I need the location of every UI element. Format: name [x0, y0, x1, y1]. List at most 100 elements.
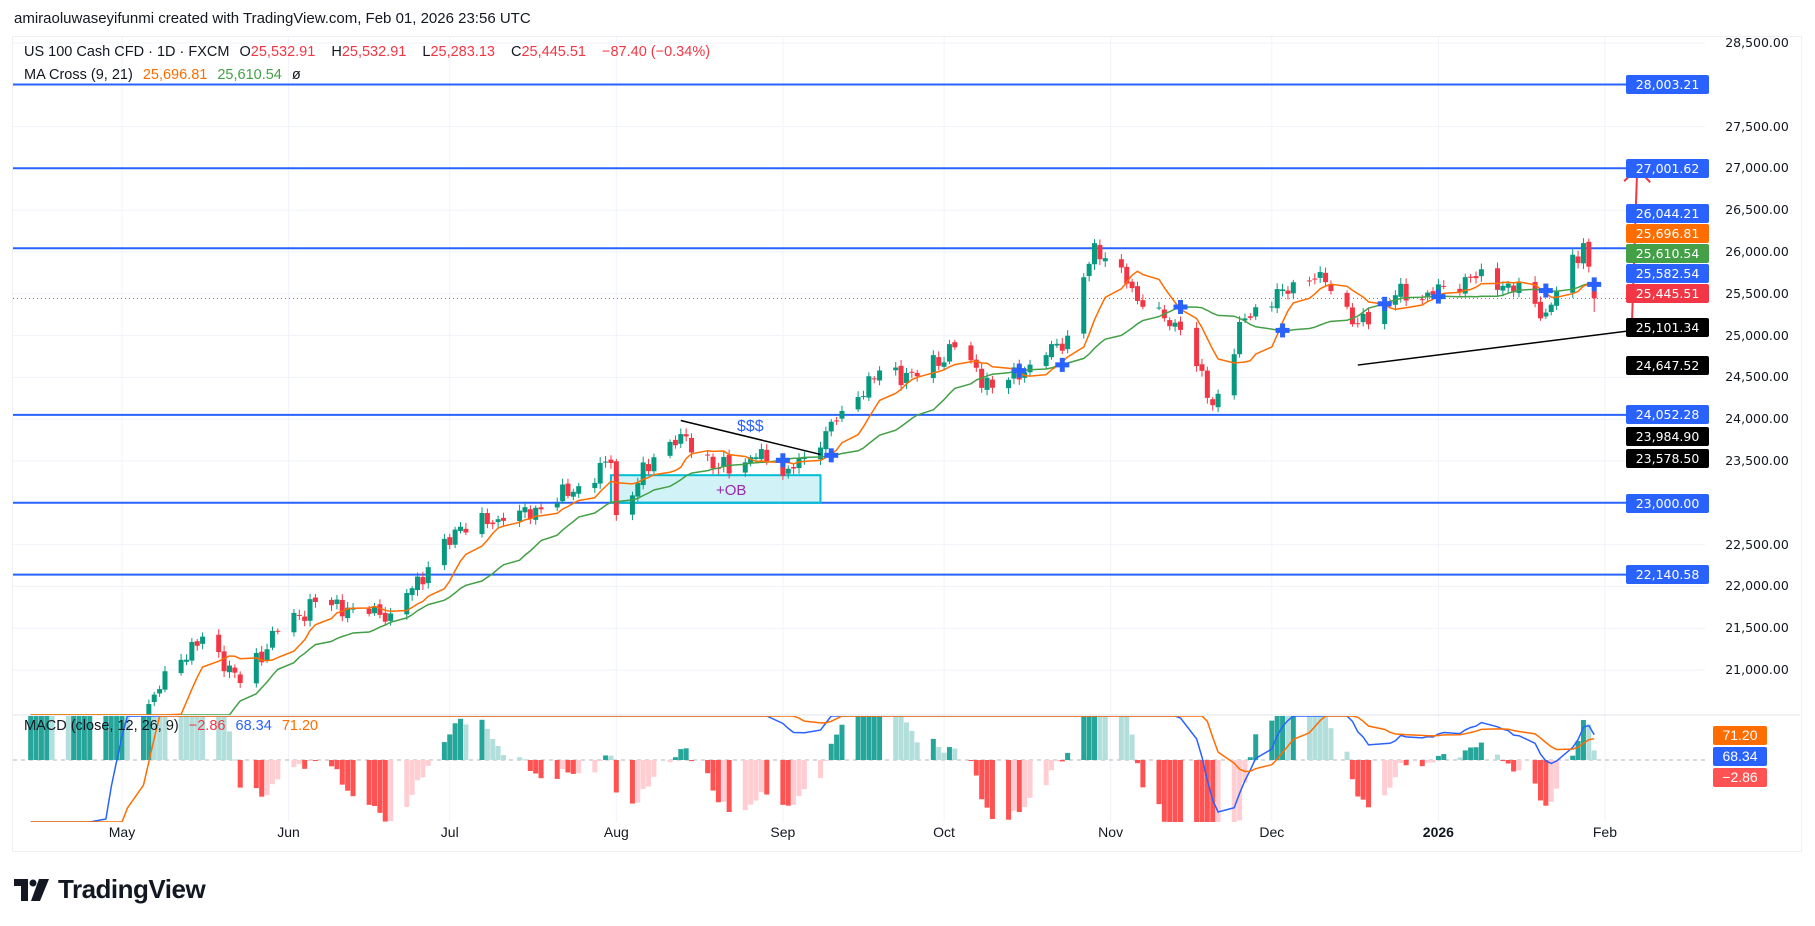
time-axis-label: Nov: [1098, 824, 1124, 840]
candle-body: [1473, 276, 1479, 279]
price-label: 25,101.34: [1626, 317, 1709, 337]
candle: [941, 356, 947, 371]
macd-histogram-bar: [146, 716, 152, 760]
macd-histogram-bar: [973, 760, 979, 776]
macd-histogram-bar: [1118, 716, 1124, 760]
candle: [1403, 278, 1409, 306]
candle: [930, 350, 936, 383]
macd-histogram-bar: [635, 760, 641, 803]
candle-body: [1323, 272, 1329, 283]
candle-body: [1382, 301, 1388, 324]
candle: [1344, 290, 1350, 310]
macd-histogram-bar: [452, 723, 458, 760]
candle-body: [1215, 393, 1221, 408]
macd-pane[interactable]: [13, 716, 1705, 822]
candle: [183, 654, 189, 666]
candle-body: [1425, 292, 1431, 298]
candle-body: [1092, 243, 1098, 265]
macd-histogram-bar: [1102, 716, 1108, 760]
candle-body: [1360, 313, 1366, 323]
candle: [817, 441, 823, 466]
candle-body: [683, 434, 689, 437]
candle: [1049, 340, 1055, 360]
candle-body: [570, 491, 576, 497]
price-tick-label: 24,500.00: [1725, 369, 1789, 385]
candle-body: [1532, 281, 1538, 304]
macd-histogram-bar: [484, 728, 490, 760]
macd-histogram-bar: [1366, 760, 1372, 808]
candle: [484, 508, 490, 529]
macd-histogram-bar: [877, 716, 883, 760]
macd-histogram-bar: [490, 738, 496, 760]
time-axis-label: Feb: [1592, 824, 1617, 840]
candle-body: [866, 376, 872, 398]
macd-histogram-bar: [1403, 760, 1409, 766]
candle-body: [291, 612, 297, 633]
macd-histogram-bar: [157, 716, 163, 760]
macd-histogram-bar: [613, 760, 619, 793]
chart-frame: [12, 36, 1802, 852]
main-pane[interactable]: [13, 83, 1705, 715]
macd-histogram-bar: [377, 760, 383, 813]
candle-body: [232, 667, 238, 673]
macd-histogram-bar: [1419, 760, 1425, 767]
macd-histogram-bar: [817, 760, 823, 778]
macd-histogram-bar: [517, 757, 523, 760]
macd-indicator-name[interactable]: MACD (close, 12, 26, 9): [24, 718, 179, 734]
macd-histogram-bar: [1215, 760, 1221, 822]
candle-body: [1006, 379, 1012, 389]
price-label: 25,696.81: [1626, 223, 1709, 243]
macd-histogram-bar: [672, 757, 678, 760]
candle-body: [1177, 321, 1183, 330]
candle: [232, 664, 238, 679]
candle-body: [237, 674, 243, 683]
candle-body: [903, 372, 909, 384]
ma-cross-marker-icon: [824, 448, 839, 463]
candle: [1586, 238, 1592, 273]
macd-histogram-bar: [866, 716, 872, 760]
macd-histogram-bar: [522, 759, 528, 761]
macd-line-value: 68.34: [235, 718, 272, 734]
macd-histogram-bar: [828, 743, 834, 760]
price-label: 24,647.52: [1626, 355, 1709, 375]
candle-body: [1269, 306, 1275, 308]
candle-body: [780, 460, 786, 476]
candle: [1306, 276, 1312, 287]
candle: [1570, 249, 1576, 298]
candle-body: [1468, 276, 1474, 278]
macd-histogram-bar: [1199, 760, 1205, 822]
grid-lines: [13, 37, 1705, 822]
macd-histogram-bar: [1468, 747, 1474, 760]
candle-body: [1366, 312, 1372, 325]
macd-histogram-bar: [1016, 760, 1022, 813]
candle: [1231, 348, 1237, 400]
open-value: 25,532.91: [250, 44, 316, 60]
macd-histogram-bar: [1323, 716, 1329, 760]
candle: [748, 454, 754, 467]
macd-histogram-bar: [796, 760, 802, 797]
candle: [1441, 280, 1447, 290]
candle-body: [269, 630, 275, 648]
candle: [457, 522, 463, 534]
candle-body: [909, 371, 915, 373]
macd-histogram-bar: [103, 716, 109, 760]
symbol-name[interactable]: US 100 Cash CFD · 1D · FXCM: [24, 44, 230, 60]
macd-signal-value: 71.20: [281, 718, 319, 734]
macd-histogram-bar: [570, 760, 576, 774]
candle: [973, 354, 979, 372]
macd-histogram-bar: [597, 760, 603, 761]
candle-body: [1065, 335, 1071, 350]
tradingview-logo[interactable]: TradingView: [14, 874, 206, 905]
macd-histogram-bar: [1543, 760, 1549, 806]
candle: [345, 601, 351, 623]
ma-indicator-name[interactable]: MA Cross (9, 21): [24, 67, 133, 83]
macd-histogram-bar: [1097, 716, 1103, 760]
price-tick-label: 24,000.00: [1725, 411, 1789, 427]
candle-body: [1102, 258, 1108, 262]
macd-histogram-bar: [1516, 760, 1522, 771]
candle-body: [1312, 278, 1318, 280]
candle-body: [194, 641, 200, 646]
tradingview-logo-icon: [14, 878, 49, 901]
candle-body: [447, 537, 453, 545]
